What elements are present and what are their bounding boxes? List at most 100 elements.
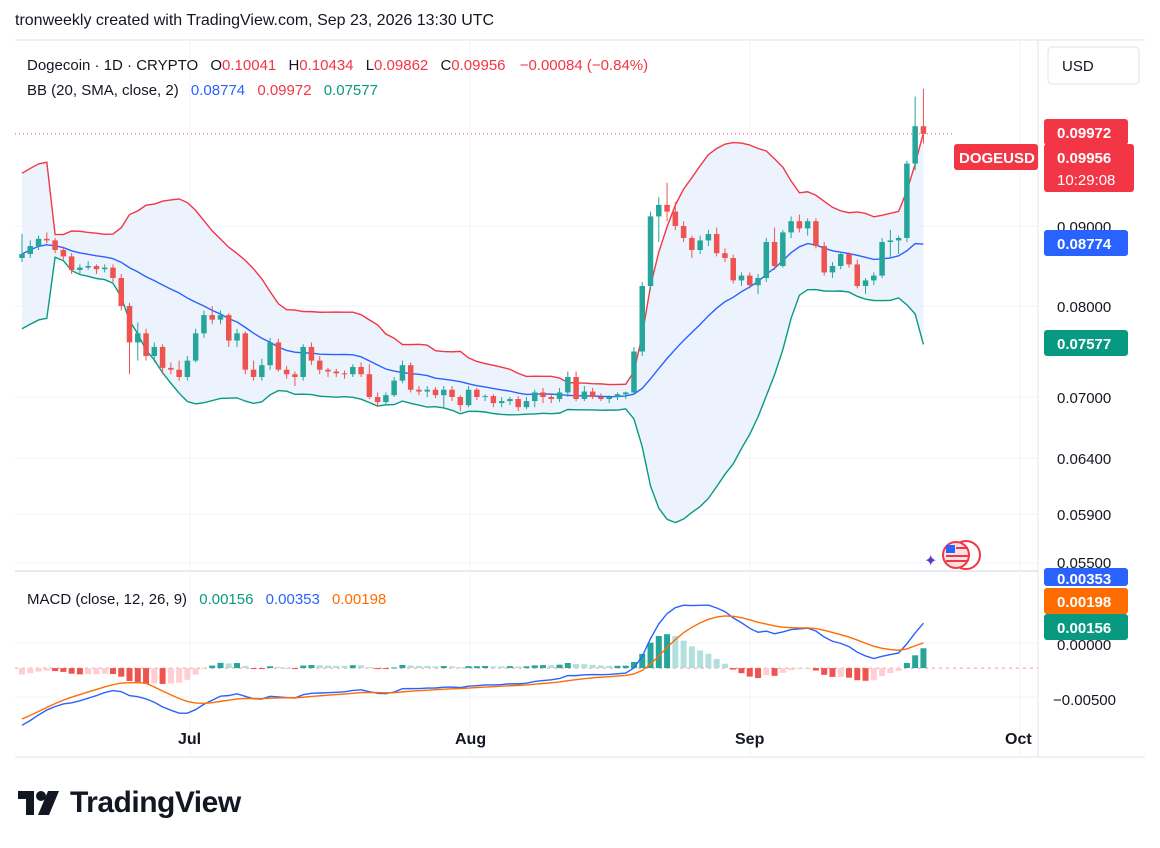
macd-histogram-bar: [730, 668, 737, 670]
macd-histogram-bar: [515, 666, 522, 669]
candle-body: [540, 392, 546, 397]
macd-histogram-bar: [688, 646, 695, 669]
candle-body: [573, 376, 579, 400]
candle: [85, 261, 91, 270]
candle: [27, 240, 34, 258]
candle: [374, 392, 381, 408]
candle-body: [498, 401, 505, 404]
candle: [589, 387, 596, 400]
legend-symbol: Dogecoin · 1D · CRYPTO O0.10041 H0.10434…: [27, 57, 648, 74]
candle-body: [333, 371, 340, 374]
candle: [416, 386, 422, 396]
candle-body: [457, 397, 464, 406]
macd-histogram-bar: [200, 668, 207, 670]
macd-histogram-bar: [895, 668, 902, 671]
candle: [300, 344, 306, 381]
macd-histogram-bar: [283, 667, 290, 669]
candle: [118, 274, 124, 311]
candle-body: [664, 204, 670, 212]
macd-tick: 0.00000: [1057, 637, 1111, 654]
currency-button[interactable]: USD: [1047, 46, 1140, 85]
macd-histogram-bar: [217, 662, 224, 669]
candle-body: [515, 399, 521, 408]
candle-body: [813, 221, 819, 246]
macd-histogram-bar: [647, 642, 654, 669]
candle-body: [159, 346, 166, 368]
macd-histogram-bar: [382, 668, 389, 670]
candle: [573, 371, 579, 402]
candle: [614, 392, 621, 401]
macd-histogram-bar: [597, 665, 604, 669]
candle-body: [308, 346, 315, 361]
candle: [391, 376, 397, 397]
candle-body: [854, 264, 861, 286]
macd-histogram-bar: [870, 668, 877, 681]
price-axis-labels: 0.09000 0.08000 0.07000 0.06400 0.05900 …: [1057, 219, 1111, 572]
candle: [548, 393, 555, 404]
candle-body: [490, 396, 497, 404]
macd-histogram-bar: [291, 668, 298, 670]
candle: [283, 366, 290, 379]
macd-histogram-bar: [606, 665, 613, 669]
candle-body: [705, 234, 712, 241]
macd-histogram-bar: [27, 668, 34, 674]
macd-histogram-bar: [93, 668, 100, 675]
candle-body: [292, 374, 298, 377]
candle-body: [680, 226, 687, 238]
candle-body: [217, 315, 224, 320]
candle-body: [201, 315, 207, 334]
badge-bb-upper-text: 0.09972: [1057, 125, 1111, 142]
candle-body: [656, 204, 662, 217]
candle: [697, 235, 703, 254]
macd-histogram-bar: [788, 668, 795, 671]
candle-body: [68, 256, 75, 270]
chart-header: tronweekly created with TradingView.com,…: [15, 12, 495, 29]
macd-badge-line-text: 0.00353: [1057, 571, 1111, 588]
macd-histogram-bar: [440, 666, 447, 669]
time-tick: Oct: [1005, 731, 1032, 748]
macd-histogram-bar: [622, 665, 629, 669]
badge-bb-lower: 0.07577: [1044, 330, 1128, 356]
candle: [350, 364, 356, 377]
macd-histogram-bar: [349, 665, 356, 669]
macd-pane: [15, 604, 1038, 726]
candle: [879, 238, 885, 278]
badge-bb-upper: 0.09972: [1044, 119, 1128, 145]
macd-histogram-bar: [308, 664, 315, 669]
macd-histogram-bar: [614, 665, 621, 669]
candle: [895, 235, 902, 254]
candle: [465, 386, 472, 408]
candle-body: [168, 367, 174, 370]
candle-body: [176, 369, 182, 377]
candle: [143, 328, 149, 361]
candle-body: [441, 389, 447, 396]
macd-histogram-bar: [209, 665, 216, 669]
tradingview-logo[interactable]: TradingView: [18, 786, 241, 820]
candle-body: [606, 397, 612, 400]
candle-body: [52, 240, 58, 250]
tradingview-wordmark: TradingView: [70, 786, 241, 819]
macd-histogram-bar: [118, 668, 125, 677]
candle: [755, 274, 761, 294]
candle: [763, 238, 770, 282]
time-axis[interactable]: Jul Aug Sep Oct: [178, 731, 1032, 748]
candle: [780, 230, 786, 268]
candle: [631, 346, 637, 396]
us-flag-icon[interactable]: [942, 540, 981, 570]
candle: [846, 252, 852, 268]
price-tick: 0.07000: [1057, 390, 1111, 407]
macd-histogram-bar: [589, 664, 596, 669]
macd-histogram-bar: [333, 665, 340, 669]
macd-histogram-bar: [672, 636, 679, 669]
time-tick: Aug: [455, 731, 486, 748]
macd-histogram-bar: [556, 664, 563, 669]
candle-body: [647, 216, 654, 286]
candle-body: [275, 342, 282, 370]
candle-body: [77, 267, 83, 270]
candle-body: [871, 275, 877, 281]
candle: [606, 395, 612, 404]
candle: [101, 264, 108, 273]
candle: [449, 386, 455, 402]
candle-body: [465, 389, 472, 406]
